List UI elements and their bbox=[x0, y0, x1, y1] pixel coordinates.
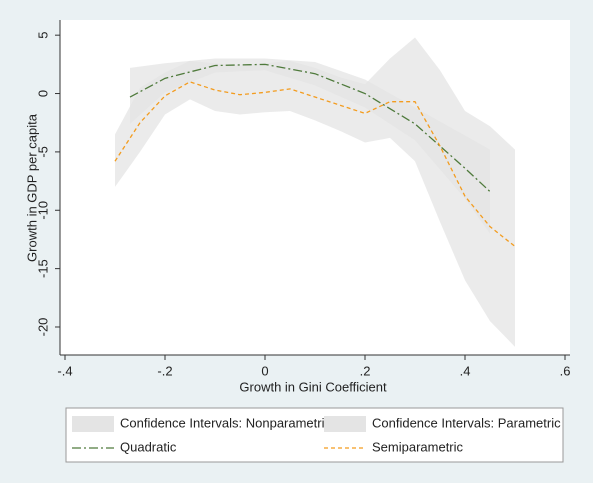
legend-swatch bbox=[72, 416, 114, 432]
x-tick-label: .6 bbox=[560, 363, 571, 378]
legend bbox=[65, 407, 564, 463]
y-tick-label: -20 bbox=[35, 318, 50, 337]
y-axis-title: Growth in GDP per capita bbox=[24, 113, 39, 262]
x-tick-label: .4 bbox=[460, 363, 471, 378]
series-line bbox=[129, 63, 491, 193]
y-tick-label: 0 bbox=[35, 90, 50, 97]
y-tick-label: 5 bbox=[35, 32, 50, 39]
legend-swatch bbox=[324, 416, 366, 432]
x-tick-label: -.2 bbox=[157, 363, 172, 378]
x-tick-label: .2 bbox=[360, 363, 371, 378]
x-tick-label: 0 bbox=[261, 363, 268, 378]
y-tick-label: -5 bbox=[35, 146, 50, 158]
legend-label: Confidence Intervals: Parametric bbox=[372, 415, 561, 430]
legend-label: Quadratic bbox=[120, 439, 177, 454]
legend-label: Semiparametric bbox=[372, 439, 464, 454]
y-tick-label: -10 bbox=[35, 201, 50, 220]
legend-label: Confidence Intervals: Nonparametric bbox=[120, 415, 331, 430]
x-tick-label: -.4 bbox=[57, 363, 72, 378]
y-tick-label: -15 bbox=[35, 259, 50, 278]
series-line bbox=[114, 81, 516, 247]
x-axis-title: Growth in Gini Coefficient bbox=[239, 379, 387, 394]
